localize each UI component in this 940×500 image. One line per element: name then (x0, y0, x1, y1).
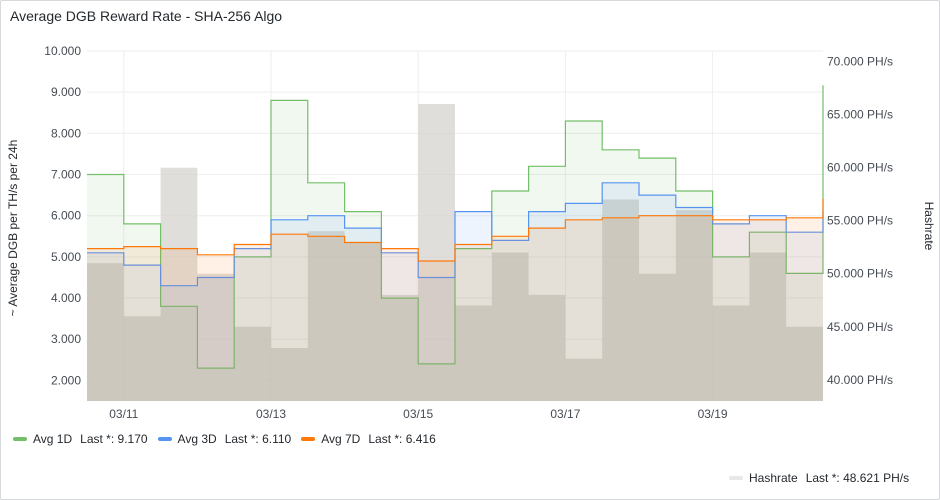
x-tick-label: 03/11 (109, 407, 138, 421)
y-tick-label: 9.000 (51, 85, 81, 99)
panel-title: Average DGB Reward Rate - SHA-256 Algo (10, 8, 283, 24)
legend-label-avg-7d: Avg 7D (321, 432, 361, 446)
x-tick-label: 03/13 (256, 407, 286, 421)
y2-tick-label: 40.000 PH/s (827, 373, 893, 387)
y-tick-label: 8.000 (51, 126, 81, 140)
y2-tick-label: 65.000 PH/s (827, 108, 893, 122)
chart-svg: 2.000 3.000 4.000 5.000 6.000 7.000 8.000 9.000… (44, 44, 893, 421)
legend-last-label-avg-7d: Last *: (368, 432, 403, 446)
y-tick-label: 5.000 (51, 250, 81, 264)
y2-tick-label: 60.000 PH/s (827, 161, 893, 175)
legend-item-hashrate[interactable]: Hashrate Last *: 48.621 PH/s (729, 471, 909, 485)
legend-label-avg-3d: Avg 3D (177, 432, 217, 446)
legend-label-avg-1d: Avg 1D (33, 432, 73, 446)
legend-swatch-avg-3d (157, 437, 172, 441)
series-line-avg-3d (87, 182, 824, 287)
series-area-avg-7d (87, 198, 823, 401)
series-line-avg-7d (87, 198, 824, 262)
x-tick-label: 03/17 (550, 407, 580, 421)
y2-tick-label: 50.000 PH/s (827, 267, 893, 281)
y-tick-label: 3.000 (51, 332, 81, 346)
y-axis-left-label: ~ Average DGB per TH/s per 24h (6, 139, 20, 317)
legend-last-value-hashrate: 48.621 PH/s (843, 471, 910, 485)
legend-last-value-avg-3d: 6.110 (262, 432, 292, 446)
y-tick-label: 6.000 (51, 209, 81, 223)
legend-item-avg-3d[interactable]: Avg 3D Last *: 6.110 (157, 432, 292, 446)
legend-last-label-avg-3d: Last *: (224, 432, 259, 446)
legend-swatch-avg-7d (301, 437, 316, 441)
y-tick-label: 10.000 (44, 44, 81, 58)
y2-tick-label: 55.000 PH/s (827, 214, 893, 228)
y-axis-right-label: Hashrate (922, 201, 936, 251)
legend-swatch-hashrate (729, 476, 743, 480)
y-tick-label: 4.000 (51, 291, 81, 305)
y2-tick-label: 70.000 PH/s (827, 55, 893, 69)
legend-last-value-avg-1d: 9.170 (117, 432, 148, 446)
legend-swatch-avg-1d (13, 437, 27, 441)
legend-label-hashrate: Hashrate (749, 471, 798, 485)
legend-item-avg-7d[interactable]: Avg 7D Last *: 6.416 (301, 432, 436, 446)
legend-last-value-avg-7d: 6.416 (405, 432, 436, 446)
y-tick-label: 2.000 (51, 373, 81, 387)
legend-last-label-hashrate: Last *: (805, 471, 840, 485)
legend-item-avg-1d[interactable]: Avg 1D Last *: 9.170 (13, 432, 148, 446)
x-tick-label: 03/19 (698, 407, 728, 421)
y-tick-label: 7.000 (51, 168, 81, 182)
x-tick-label: 03/15 (403, 407, 433, 421)
y2-tick-label: 45.000 PH/s (827, 320, 893, 334)
legend-last-label-avg-1d: Last *: (80, 432, 115, 446)
legend: Avg 1D Last *: 9.170 Avg 3D Last *: 6.11… (13, 432, 436, 446)
